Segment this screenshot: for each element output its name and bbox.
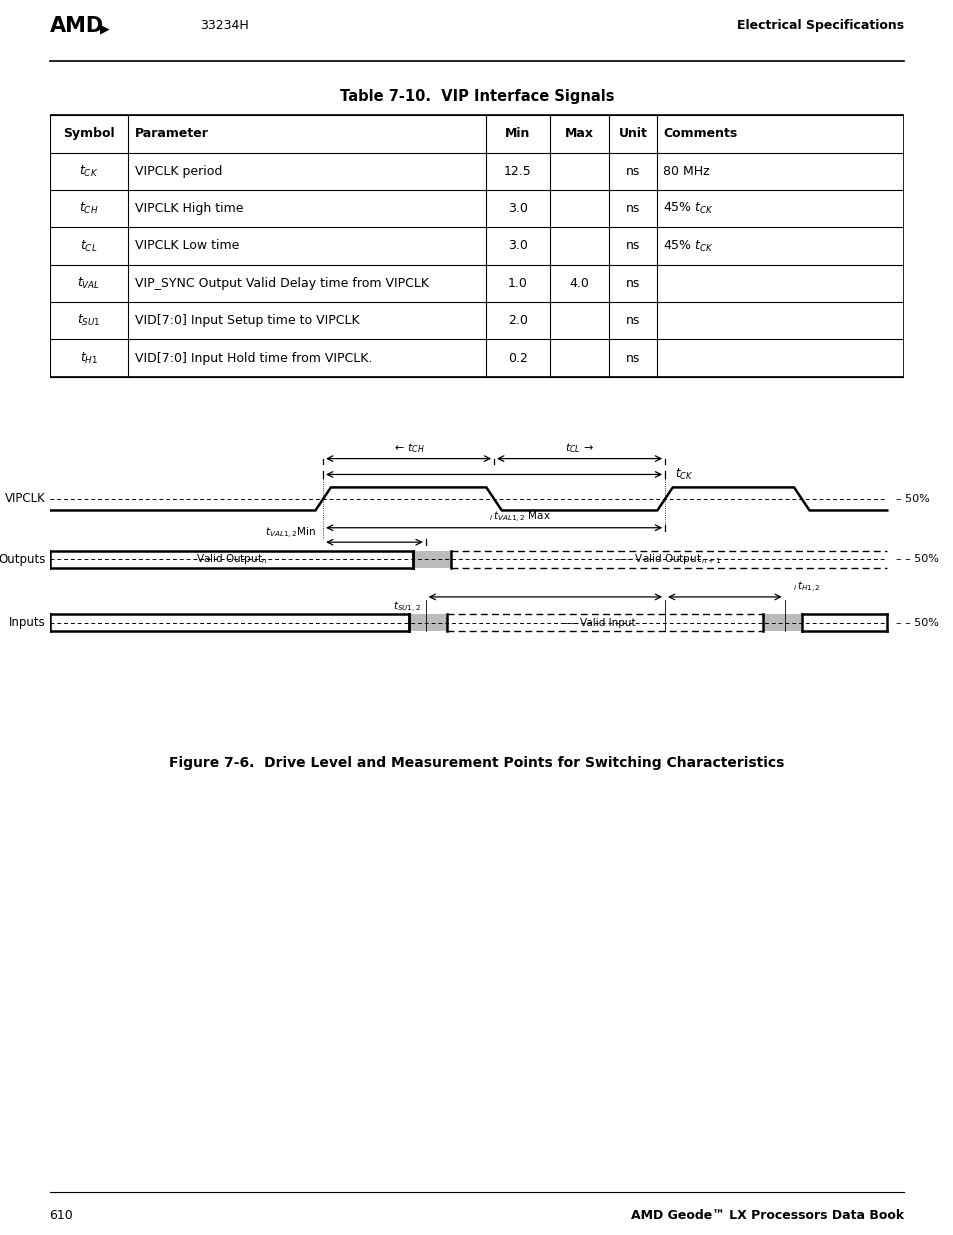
- Text: Comments: Comments: [662, 127, 737, 141]
- Text: Electrical Specifications: Electrical Specifications: [737, 20, 903, 32]
- Text: AMD Geode™ LX Processors Data Book: AMD Geode™ LX Processors Data Book: [631, 1209, 903, 1221]
- Text: $t_{SU1,2}$: $t_{SU1,2}$: [393, 600, 421, 615]
- Text: VID[7:0] Input Setup time to VIPCLK: VID[7:0] Input Setup time to VIPCLK: [135, 314, 359, 327]
- Text: $_i\,t_{VAL1,2}$ Max: $_i\,t_{VAL1,2}$ Max: [488, 510, 550, 525]
- Text: ns: ns: [625, 203, 639, 215]
- Text: ns: ns: [625, 314, 639, 327]
- Text: VIPCLK Low time: VIPCLK Low time: [135, 240, 239, 252]
- Text: Min: Min: [504, 127, 530, 141]
- Text: – – 50%: – – 50%: [895, 618, 938, 627]
- Text: ns: ns: [625, 352, 639, 364]
- Text: – – Valid Input  –: – – Valid Input –: [562, 618, 647, 627]
- Text: – – Valid Output$\,_{n+1}$: – – Valid Output$\,_{n+1}$: [617, 552, 720, 567]
- Text: VIPCLK High time: VIPCLK High time: [135, 203, 243, 215]
- Text: Inputs: Inputs: [9, 616, 46, 630]
- Text: Valid Output$_n$: Valid Output$_n$: [195, 552, 267, 567]
- Text: 1.0: 1.0: [507, 277, 527, 290]
- Text: VIPCLK: VIPCLK: [5, 493, 46, 505]
- Text: $t_{CK}$: $t_{CK}$: [79, 164, 98, 179]
- Text: $t_{VAL}$: $t_{VAL}$: [77, 275, 100, 291]
- Text: 12.5: 12.5: [503, 164, 531, 178]
- Text: Unit: Unit: [618, 127, 647, 141]
- Text: 2.0: 2.0: [507, 314, 527, 327]
- Text: Table 7-10.  VIP Interface Signals: Table 7-10. VIP Interface Signals: [339, 89, 614, 104]
- Text: $t_{SU1}$: $t_{SU1}$: [77, 314, 101, 329]
- Text: AMD: AMD: [50, 16, 104, 36]
- Text: ns: ns: [625, 277, 639, 290]
- Text: ns: ns: [625, 164, 639, 178]
- Text: $t_{CH}$: $t_{CH}$: [79, 201, 98, 216]
- Text: $_i\,t_{H1,2}$: $_i\,t_{H1,2}$: [793, 580, 821, 595]
- Text: 4.0: 4.0: [569, 277, 589, 290]
- Text: 80 MHz: 80 MHz: [662, 164, 709, 178]
- Text: VIP_SYNC Output Valid Delay time from VIPCLK: VIP_SYNC Output Valid Delay time from VI…: [135, 277, 429, 290]
- Text: 3.0: 3.0: [507, 240, 527, 252]
- Text: – – 50%: – – 50%: [895, 555, 938, 564]
- Text: VID[7:0] Input Hold time from VIPCLK.: VID[7:0] Input Hold time from VIPCLK.: [135, 352, 372, 364]
- Text: 45% $t_{CK}$: 45% $t_{CK}$: [662, 238, 714, 253]
- Text: Figure 7-6.  Drive Level and Measurement Points for Switching Characteristics: Figure 7-6. Drive Level and Measurement …: [169, 756, 784, 769]
- Text: 45% $t_{CK}$: 45% $t_{CK}$: [662, 201, 714, 216]
- Text: Parameter: Parameter: [135, 127, 209, 141]
- Text: ▶: ▶: [100, 22, 110, 35]
- Bar: [408, 614, 447, 631]
- Text: Max: Max: [564, 127, 594, 141]
- Text: Symbol: Symbol: [63, 127, 114, 141]
- Text: ns: ns: [625, 240, 639, 252]
- Text: 33234H: 33234H: [200, 20, 249, 32]
- Bar: [50, 115, 903, 377]
- Text: – 50%: – 50%: [895, 494, 928, 504]
- Text: $t_{H1}$: $t_{H1}$: [80, 351, 98, 366]
- Text: 3.0: 3.0: [507, 203, 527, 215]
- Text: $t_{VAL1,2}$Min: $t_{VAL1,2}$Min: [265, 526, 316, 541]
- Text: $t_{CK}$: $t_{CK}$: [675, 467, 693, 482]
- Text: Outputs: Outputs: [0, 553, 46, 566]
- Bar: [762, 614, 801, 631]
- Bar: [413, 551, 451, 568]
- Text: $t_{CL}\,\rightarrow$: $t_{CL}\,\rightarrow$: [564, 441, 594, 456]
- Text: 0.2: 0.2: [507, 352, 527, 364]
- Text: 610: 610: [50, 1209, 73, 1221]
- Text: $\leftarrow\, t_{CH}\,$: $\leftarrow\, t_{CH}\,$: [392, 441, 425, 456]
- Text: $t_{CL}$: $t_{CL}$: [80, 238, 97, 253]
- Text: VIPCLK period: VIPCLK period: [135, 164, 222, 178]
